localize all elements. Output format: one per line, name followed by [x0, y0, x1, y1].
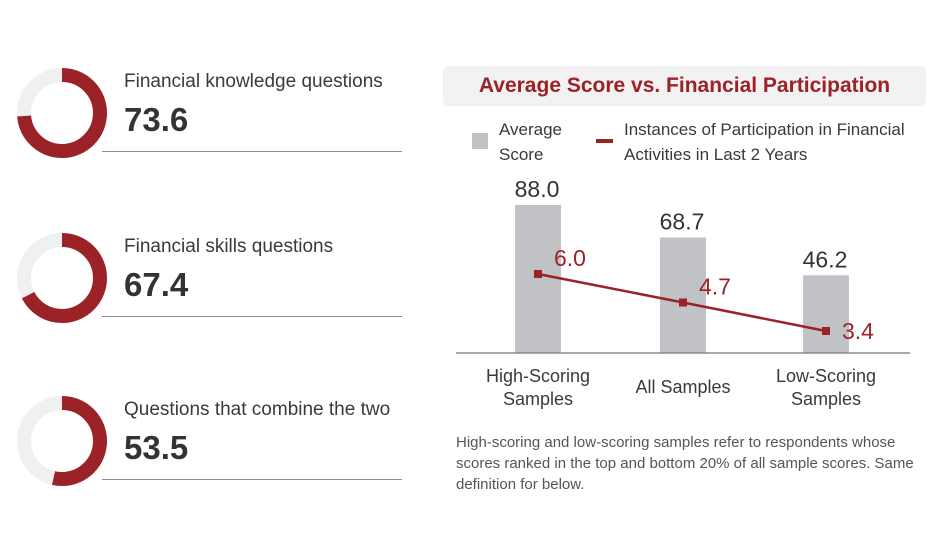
- chart-title: Average Score vs. Financial Participatio…: [443, 66, 926, 106]
- bar: [803, 275, 849, 353]
- donut-progress: [17, 68, 107, 158]
- donut-progress: [17, 233, 107, 323]
- stat-label: Questions that combine the two: [124, 399, 391, 420]
- line-value-label: 4.7: [699, 274, 731, 300]
- bar: [515, 205, 561, 353]
- line-point: [822, 327, 830, 335]
- donut-knowledge: [17, 68, 107, 158]
- donut-progress: [17, 396, 107, 486]
- stat-value: 73.6: [124, 101, 189, 138]
- bar-value-label: 68.7: [660, 208, 705, 234]
- legend-bar-label: Average Score: [499, 120, 563, 164]
- legend-line-label: Instances of Participation in Financial …: [624, 120, 905, 164]
- line-point: [534, 270, 542, 278]
- line-value-label: 6.0: [554, 245, 586, 271]
- legend-bar-swatch: [472, 133, 488, 149]
- divider: [102, 479, 402, 480]
- divider: [102, 316, 402, 317]
- footnote: High-scoring and low-scoring samples ref…: [456, 434, 914, 493]
- divider: [102, 151, 402, 152]
- stat-label: Financial skills questions: [124, 236, 334, 257]
- line-point: [679, 298, 687, 307]
- stat-knowledge: Financial knowledge questions 73.6: [0, 65, 410, 175]
- category-label: Low-Scoring: [776, 366, 876, 386]
- donut-skills: [17, 233, 107, 323]
- category-label: Samples: [503, 389, 573, 409]
- stat-value: 53.5: [124, 429, 189, 466]
- bar: [660, 237, 706, 353]
- bar-value-label: 88.0: [515, 180, 560, 202]
- legend-line-swatch: [596, 139, 613, 143]
- stat-value: 67.4: [124, 266, 189, 303]
- bar-value-label: 46.2: [803, 246, 848, 272]
- category-label: High-Scoring: [486, 366, 590, 386]
- stat-combined: Questions that combine the two 53.5: [0, 393, 410, 503]
- category-label: All Samples: [635, 377, 730, 397]
- category-label: Samples: [791, 389, 861, 409]
- donut-combined: [17, 396, 107, 486]
- combo-chart: 88.0 68.7 46.2 6.0 4.7 3.4 High-Scoring Samples…: [456, 180, 910, 409]
- line-value-label: 3.4: [842, 318, 874, 344]
- stat-label: Financial knowledge questions: [124, 71, 383, 92]
- stat-skills: Financial skills questions 67.4: [0, 230, 410, 340]
